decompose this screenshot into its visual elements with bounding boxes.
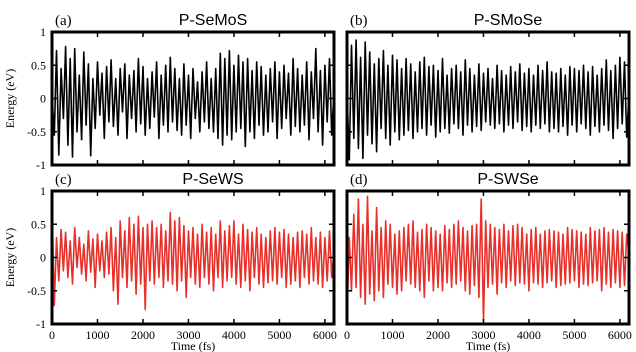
x-tick-label: 4000 (222, 328, 246, 342)
y-tick-label: 0 (40, 92, 46, 106)
x-tick-label: 1000 (85, 328, 109, 342)
x-tick-label: 5000 (562, 328, 586, 342)
series-line-3 (51, 204, 335, 311)
panel-tag: (c) (55, 172, 72, 188)
x-tick-label: 3000 (176, 328, 200, 342)
x-axis-label: Time (fs) (171, 339, 216, 352)
panel-title: P-SeMoS (179, 12, 247, 29)
panel-title: P-SWSe (477, 171, 538, 188)
y-tick-label: -0.5 (27, 125, 46, 139)
x-tick-label: 3000 (471, 328, 495, 342)
x-tick-label: 5000 (267, 328, 291, 342)
y-tick-label: -0.5 (27, 284, 46, 298)
x-tick-label: 1000 (380, 328, 404, 342)
panel-title: P-SMoSe (474, 12, 543, 29)
x-tick-label: 2000 (131, 328, 155, 342)
y-axis-label: Energy (eV) (3, 228, 17, 287)
x-tick-label: 0 (344, 328, 350, 342)
x-axis-label: Time (fs) (466, 339, 511, 352)
panel-tag: (d) (350, 172, 368, 188)
y-tick-label: 0 (40, 251, 46, 265)
y-tick-label: 0.5 (31, 217, 46, 231)
y-tick-label: -1 (36, 158, 46, 172)
x-tick-label: 6000 (313, 328, 337, 342)
x-tick-label: 2000 (426, 328, 450, 342)
panel-tag: (a) (55, 13, 72, 29)
x-tick-label: 6000 (608, 328, 632, 342)
y-tick-label: 0.5 (31, 58, 46, 72)
x-tick-label: 0 (49, 328, 55, 342)
y-tick-label: -1 (36, 317, 46, 331)
panel-tag: (b) (350, 13, 368, 29)
y-tick-label: 1 (40, 184, 46, 198)
y-tick-label: 1 (40, 25, 46, 39)
series-line-1 (51, 45, 335, 158)
series-line-4 (346, 195, 630, 322)
x-tick-label: 4000 (517, 328, 541, 342)
series-line-2 (346, 39, 630, 161)
y-axis-label: Energy (eV) (3, 69, 17, 128)
panel-title: P-SeWS (182, 171, 243, 188)
